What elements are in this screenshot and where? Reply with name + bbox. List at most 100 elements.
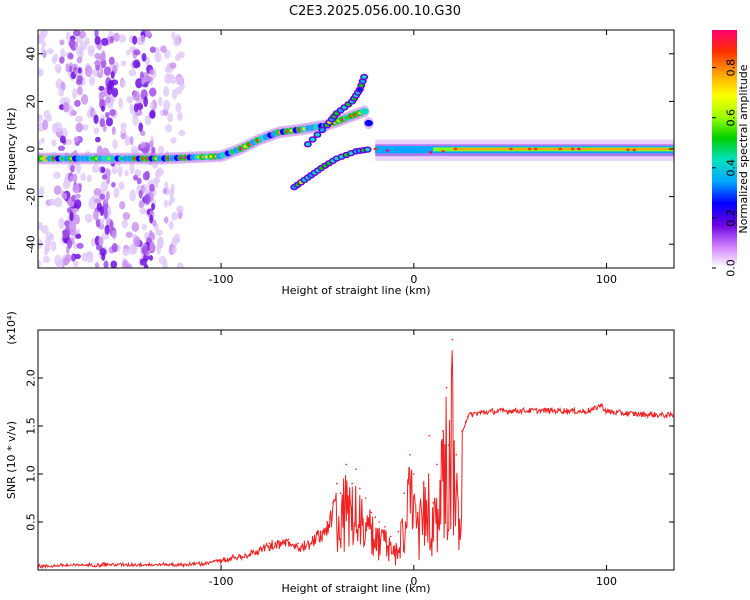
noise-point: [70, 110, 77, 116]
noise-point: [133, 236, 141, 247]
snr-data-point: [455, 454, 458, 456]
noise-point: [94, 262, 100, 268]
snr-y-multiplier: (x10⁴): [5, 311, 18, 345]
noise-point: [103, 260, 109, 268]
noise-point: [109, 219, 114, 230]
noise-point: [135, 78, 143, 89]
snr-data-point: [393, 545, 396, 547]
noise-point: [146, 76, 154, 82]
noise-point: [138, 189, 143, 199]
noise-point: [101, 174, 107, 180]
noise-point: [75, 46, 84, 57]
snr-data-point: [447, 444, 450, 447]
noise-point: [95, 136, 101, 143]
noise-point: [58, 88, 65, 97]
noise-point: [40, 137, 45, 144]
band-peak: [385, 149, 390, 152]
noise-point: [74, 99, 81, 107]
noise-point: [93, 60, 101, 66]
snr-data-point: [409, 454, 411, 456]
x-tick-label: 100: [596, 575, 617, 588]
noise-point: [74, 253, 81, 259]
rising-branch-point: [360, 79, 366, 83]
snr-data-point: [339, 492, 342, 495]
noise-point: [113, 32, 120, 42]
noise-point: [62, 229, 70, 239]
noise-point: [171, 211, 178, 221]
snr-data-point: [451, 338, 454, 341]
noise-point: [71, 194, 76, 203]
noise-point: [140, 130, 146, 137]
noise-point: [176, 262, 184, 268]
noise-point: [110, 71, 115, 79]
noise-point: [131, 221, 140, 233]
band-peak: [632, 148, 637, 152]
snr-data-point: [201, 563, 203, 566]
noise-point: [118, 97, 123, 109]
noise-point: [72, 173, 78, 183]
noise-point: [160, 45, 167, 53]
noise-point: [65, 31, 71, 42]
band-peak: [527, 147, 532, 151]
noise-point: [170, 183, 175, 195]
x-tick-label: 0: [410, 575, 417, 588]
rising-branch-point: [361, 75, 367, 79]
noise-point: [101, 253, 106, 261]
noise-point: [99, 118, 106, 128]
x-tick-label: -100: [209, 575, 234, 588]
noise-point: [133, 49, 141, 56]
noise-point: [100, 181, 109, 192]
spectrogram-panel: -100 0 100 -40 -20 0 20 40 Height of straight l…: [5, 29, 675, 297]
snr-data-point: [351, 482, 353, 485]
colorbar-gradient: [712, 30, 737, 268]
rising-branch-point: [305, 142, 311, 147]
noise-point: [158, 255, 167, 265]
noise-point: [41, 41, 47, 48]
noise-point: [45, 236, 52, 247]
band-peak: [428, 151, 433, 154]
noise-point: [149, 214, 153, 224]
noise-point: [144, 30, 152, 38]
noise-point: [101, 105, 105, 112]
noise-point: [104, 224, 110, 235]
noise-point: [158, 96, 163, 107]
noise-point: [51, 139, 57, 147]
snr-data-point: [143, 564, 145, 566]
snr-data-point: [278, 540, 280, 542]
snr-data-point: [220, 559, 222, 562]
noise-point: [120, 132, 127, 140]
snr-data-point: [335, 482, 338, 485]
noise-point: [76, 163, 81, 174]
noise-point: [69, 211, 74, 222]
noise-point: [72, 88, 78, 100]
snr-data-point: [413, 473, 415, 475]
noise-point: [129, 135, 134, 146]
noise-point: [167, 112, 174, 123]
noise-point: [38, 222, 44, 231]
noise-point: [76, 242, 84, 249]
snr-data-point: [436, 463, 438, 466]
noise-point: [99, 91, 106, 98]
noise-point: [73, 214, 81, 225]
noise-point: [98, 85, 105, 91]
noise-point: [141, 77, 145, 86]
noise-point: [99, 52, 106, 62]
noise-point: [121, 219, 129, 229]
noise-point: [99, 248, 107, 256]
colorbar-tick-label: 0.8: [725, 59, 738, 77]
noise-point: [78, 30, 87, 39]
band-peak: [509, 147, 513, 151]
noise-point: [64, 138, 73, 145]
noise-point: [113, 187, 120, 199]
noise-point: [72, 183, 80, 194]
noise-point: [140, 141, 147, 149]
noise-point: [122, 248, 130, 256]
noise-point: [176, 111, 183, 121]
colorbar: 0.0 0.2 0.4 0.6 0.8 Normalized spectral ampl…: [712, 30, 750, 277]
noise-point: [75, 233, 82, 239]
x-tick-label: -100: [209, 273, 234, 286]
noise-point: [100, 166, 106, 173]
snr-data-point: [326, 521, 328, 523]
noise-point: [149, 109, 156, 119]
noise-point: [84, 65, 93, 78]
